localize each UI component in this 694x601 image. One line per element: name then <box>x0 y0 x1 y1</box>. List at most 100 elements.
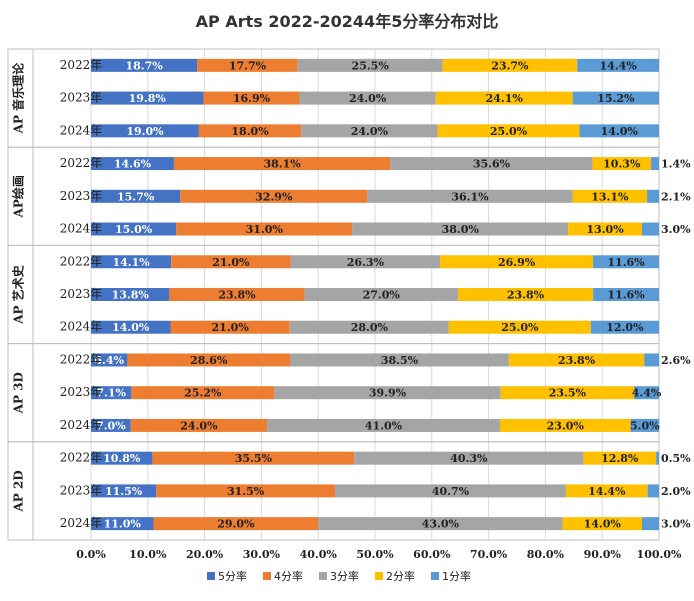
value-label: 31.5% <box>227 485 265 498</box>
value-label: 14.0% <box>601 125 639 138</box>
bar-segment <box>169 288 305 301</box>
bar-segment <box>457 288 594 301</box>
bar-segment <box>448 320 591 334</box>
value-label: 14.0% <box>584 518 622 531</box>
bar-segment <box>289 320 449 334</box>
category-label: 2022年 <box>60 254 103 268</box>
bar-segment <box>354 451 584 465</box>
value-label: 11.6% <box>607 289 645 302</box>
bar-segment <box>91 386 132 400</box>
value-label: 25.2% <box>184 387 222 400</box>
legend: 5分率 4分率 3分率 2分率 1分率 <box>207 569 471 583</box>
value-label: 21.0% <box>212 256 250 269</box>
category-label: 2022年 <box>60 58 103 72</box>
value-label: 4.4% <box>632 387 662 400</box>
bar-segment <box>572 189 648 203</box>
legend-swatch <box>431 572 439 580</box>
bar-segment <box>651 157 659 171</box>
category-label: 2023年 <box>60 189 103 203</box>
bar-segment <box>91 418 131 432</box>
bar-segment <box>274 386 501 400</box>
bar-segment <box>91 222 177 236</box>
x-tick-label: 60.0% <box>413 548 451 561</box>
bar-segment <box>91 124 199 138</box>
bar-segment <box>435 91 573 105</box>
value-label: 29.0% <box>217 518 255 531</box>
bar-segment <box>91 157 174 171</box>
bar-segment <box>297 58 443 72</box>
value-label: 38.5% <box>381 354 419 367</box>
bar-segment <box>641 222 659 236</box>
value-label: 24.1% <box>486 92 524 105</box>
bar-segment <box>593 288 659 301</box>
value-label: 14.4% <box>588 485 626 498</box>
value-label: 27.0% <box>363 289 401 302</box>
bar-segment <box>91 255 172 269</box>
bar-segment <box>367 189 573 203</box>
value-label: 26.9% <box>498 256 536 269</box>
bar-segment <box>568 222 642 236</box>
category-label: 2022年 <box>60 451 103 465</box>
x-tick-label: 90.0% <box>584 548 622 561</box>
value-label: 13.0% <box>586 223 624 236</box>
category-label: 2024年 <box>60 222 103 236</box>
x-tick-label: 40.0% <box>300 548 338 561</box>
bar-segment <box>634 386 659 400</box>
group-label: AP 2D <box>12 470 26 512</box>
value-labels: 18.7% 17.7% 25.5% 23.7% 14.4% 19.8% 16.9% 24.0%… <box>94 59 691 530</box>
group-label: AP 3D <box>12 372 26 414</box>
bar-segment <box>91 320 171 334</box>
value-label: 1.4% <box>661 158 691 171</box>
bar-segment <box>500 386 635 400</box>
value-label: 23.8% <box>507 289 545 302</box>
chart-title: AP Arts 2022-20244年5分率分布对比 <box>196 12 499 31</box>
bar-segment <box>499 418 631 432</box>
bar-segment <box>579 124 659 138</box>
category-label: 2024年 <box>60 418 103 432</box>
bar-segment <box>390 157 593 171</box>
category-label: 2023年 <box>60 483 103 497</box>
bar-segment <box>437 124 580 138</box>
bar-segment <box>304 288 458 301</box>
group-label: AP 艺术史 <box>11 264 26 325</box>
value-label: 2.6% <box>661 354 691 367</box>
value-label: 13.1% <box>591 190 629 203</box>
legend-label: 1分率 <box>442 569 471 583</box>
bar-segment <box>565 484 648 498</box>
value-label: 17.7% <box>229 59 267 72</box>
value-label: 7.0% <box>96 419 126 432</box>
value-label: 6.4% <box>94 354 124 367</box>
value-label: 10.3% <box>603 158 641 171</box>
value-label: 35.5% <box>235 452 273 465</box>
value-label: 10.8% <box>103 452 141 465</box>
bar-segment <box>173 157 391 171</box>
bar-segment <box>197 58 298 72</box>
bar-segment <box>203 91 300 105</box>
bar-segment <box>91 58 198 72</box>
bar-segment <box>440 255 594 269</box>
category-labels: AP 音乐理论 2022年 2023年 2024年 AP绘画 2022年 2023年 2024… <box>11 58 103 530</box>
value-label: 14.0% <box>112 321 150 334</box>
value-label: 25.0% <box>490 125 528 138</box>
bar-segment <box>593 255 659 269</box>
bar-segment <box>180 189 368 203</box>
value-label: 3.0% <box>661 518 691 531</box>
value-label: 11.0% <box>104 518 142 531</box>
category-label: 2022年 <box>60 352 103 366</box>
value-label: 2.0% <box>661 485 691 498</box>
bar-segment <box>644 353 659 367</box>
bar-segment <box>127 353 290 367</box>
legend-swatch <box>319 572 327 580</box>
value-label: 23.8% <box>218 289 256 302</box>
value-label: 15.2% <box>597 92 635 105</box>
value-label: 14.4% <box>599 59 637 72</box>
value-label: 41.0% <box>365 419 403 432</box>
value-label: 5.0% <box>630 419 660 432</box>
bar-segment <box>153 517 319 531</box>
bar-segment <box>91 517 154 531</box>
bar-segment <box>176 222 353 236</box>
bar-segment <box>299 91 436 105</box>
bar-segment <box>647 484 659 498</box>
